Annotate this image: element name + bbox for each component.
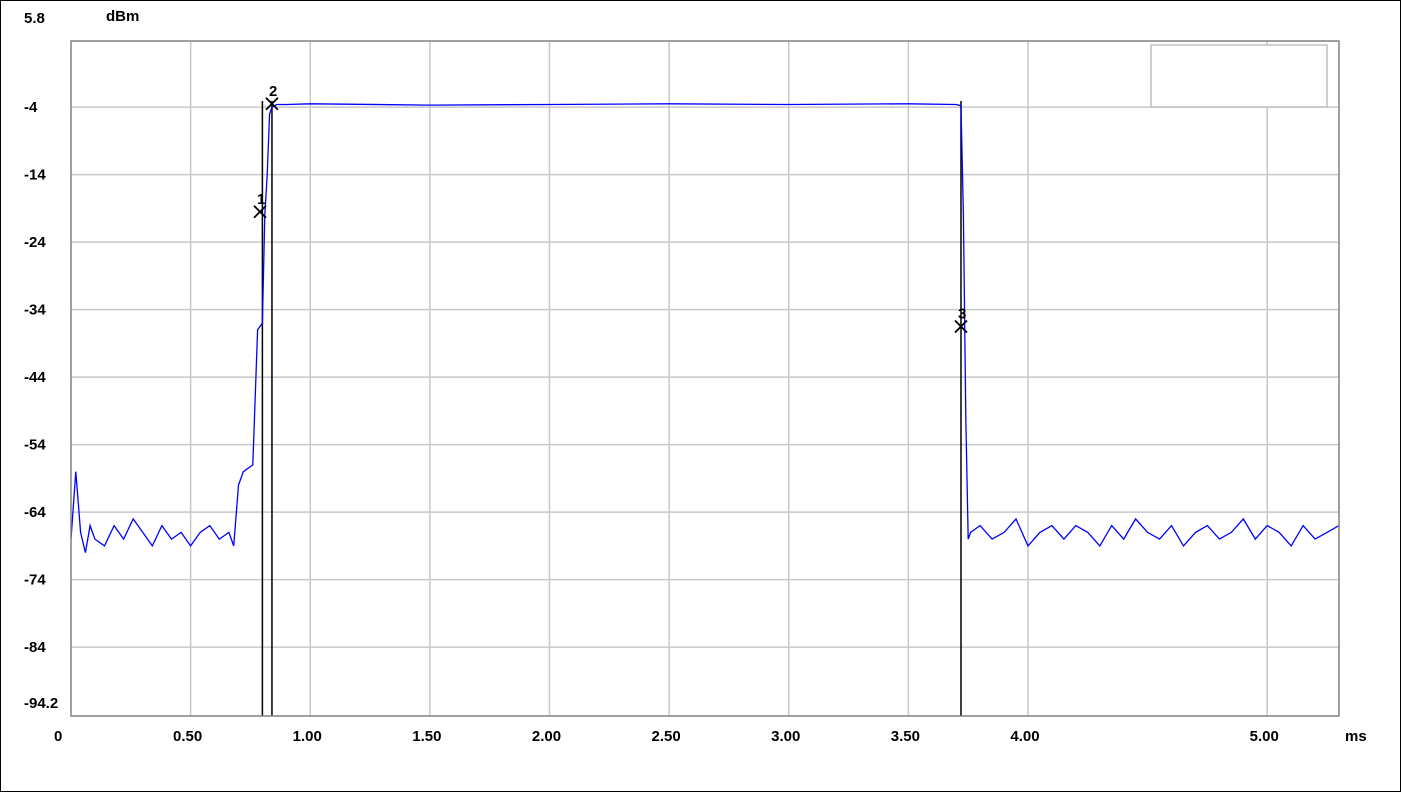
- y-tick-label: -34: [24, 302, 46, 319]
- y-tick-label: -84: [24, 639, 46, 656]
- x-tick-label: 0: [54, 728, 62, 745]
- y-tick-label: -4: [24, 99, 38, 116]
- x-tick-label: 3.50: [891, 728, 920, 745]
- x-tick-label: 5.00: [1250, 728, 1279, 745]
- marker-label: 3: [958, 306, 966, 323]
- y-axis-unit: dBm: [106, 8, 139, 25]
- x-tick-label: 1.50: [412, 728, 441, 745]
- marker-label: 2: [269, 83, 277, 100]
- legend-box: [1151, 45, 1327, 107]
- plot-area: [71, 41, 1339, 716]
- y-tick-label: -54: [24, 437, 46, 454]
- x-tick-label: 1.00: [293, 728, 322, 745]
- x-tick-label: 2.00: [532, 728, 561, 745]
- y-tick-label: -94.2: [24, 695, 58, 712]
- x-tick-labels: 0 0.50 1.00 1.50 2.00 2.50 3.00 3.50 4.00 5.00: [54, 728, 1279, 745]
- x-tick-label: 2.50: [652, 728, 681, 745]
- x-tick-label: 4.00: [1010, 728, 1039, 745]
- y-tick-label: -14: [24, 167, 46, 184]
- marker-label: 1: [257, 191, 265, 208]
- x-axis-unit: ms: [1345, 728, 1367, 745]
- y-tick-labels: 5.8 -4 -14 -24 -34 -44 -54 -64 -74 -84 -94.2: [24, 10, 58, 712]
- y-tick-label: 5.8: [24, 10, 45, 27]
- y-tick-label: -24: [24, 234, 46, 251]
- y-tick-label: -74: [24, 572, 46, 589]
- y-tick-label: -64: [24, 504, 46, 521]
- y-tick-label: -44: [24, 369, 46, 386]
- x-tick-label: 0.50: [173, 728, 202, 745]
- x-tick-label: 3.00: [771, 728, 800, 745]
